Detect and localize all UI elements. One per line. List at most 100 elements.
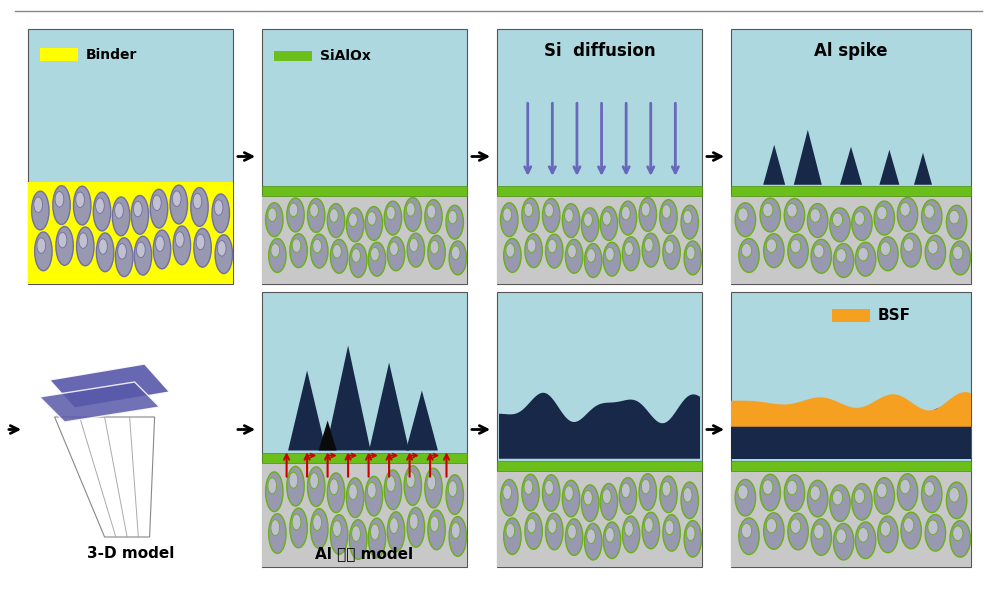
Ellipse shape (521, 474, 539, 511)
Ellipse shape (808, 480, 828, 517)
Ellipse shape (96, 198, 105, 213)
Ellipse shape (600, 484, 617, 520)
Ellipse shape (500, 203, 518, 237)
Bar (731, 471, 971, 567)
Ellipse shape (854, 211, 864, 225)
Ellipse shape (600, 207, 617, 240)
Ellipse shape (175, 231, 184, 247)
Ellipse shape (642, 233, 660, 267)
Ellipse shape (858, 247, 868, 261)
Text: 3-D model: 3-D model (87, 546, 174, 561)
Ellipse shape (764, 234, 784, 267)
Ellipse shape (290, 234, 307, 267)
Ellipse shape (832, 491, 842, 505)
Ellipse shape (327, 204, 345, 237)
Ellipse shape (368, 211, 376, 225)
Ellipse shape (505, 524, 514, 538)
Ellipse shape (116, 238, 133, 277)
Ellipse shape (619, 201, 637, 235)
Text: SiAlOx: SiAlOx (320, 49, 371, 63)
Ellipse shape (605, 528, 614, 542)
Polygon shape (879, 150, 899, 185)
Ellipse shape (946, 482, 967, 519)
Bar (262, 29, 467, 284)
Ellipse shape (524, 480, 532, 494)
Ellipse shape (787, 204, 798, 217)
Ellipse shape (949, 488, 959, 502)
Ellipse shape (118, 244, 127, 259)
Ellipse shape (271, 244, 279, 257)
Ellipse shape (115, 203, 124, 219)
Ellipse shape (684, 521, 702, 557)
Ellipse shape (407, 508, 425, 547)
Ellipse shape (583, 213, 592, 227)
Ellipse shape (812, 239, 831, 273)
Ellipse shape (346, 208, 364, 242)
Ellipse shape (565, 519, 583, 555)
Ellipse shape (763, 203, 773, 217)
Bar (28, 292, 233, 567)
Ellipse shape (562, 204, 579, 237)
Ellipse shape (785, 475, 805, 511)
Ellipse shape (113, 197, 130, 236)
Ellipse shape (287, 198, 304, 232)
Ellipse shape (500, 479, 518, 516)
Polygon shape (763, 145, 786, 185)
Ellipse shape (876, 483, 887, 498)
Ellipse shape (684, 241, 702, 275)
Ellipse shape (877, 516, 898, 552)
Ellipse shape (925, 236, 945, 269)
Bar (731, 431, 971, 459)
Ellipse shape (874, 478, 894, 514)
Ellipse shape (214, 200, 223, 216)
Ellipse shape (639, 474, 656, 510)
Ellipse shape (900, 479, 910, 494)
Ellipse shape (333, 521, 341, 537)
Ellipse shape (503, 239, 521, 272)
Ellipse shape (622, 237, 640, 271)
Bar (497, 461, 702, 471)
Polygon shape (326, 346, 371, 451)
Ellipse shape (874, 201, 894, 235)
Polygon shape (40, 382, 160, 422)
Ellipse shape (851, 207, 872, 240)
Ellipse shape (349, 484, 357, 499)
Ellipse shape (544, 480, 553, 495)
Polygon shape (406, 391, 438, 451)
Ellipse shape (446, 475, 464, 514)
Polygon shape (369, 362, 409, 451)
Ellipse shape (735, 479, 756, 516)
Ellipse shape (365, 477, 383, 516)
Polygon shape (731, 392, 971, 427)
Ellipse shape (742, 244, 752, 257)
Ellipse shape (953, 246, 963, 260)
Ellipse shape (925, 515, 945, 551)
Bar (497, 195, 702, 284)
Ellipse shape (333, 244, 341, 258)
Ellipse shape (387, 476, 395, 492)
Bar (497, 186, 702, 196)
Ellipse shape (738, 485, 748, 499)
Ellipse shape (739, 239, 759, 272)
Ellipse shape (644, 518, 653, 532)
Ellipse shape (268, 514, 286, 554)
Ellipse shape (287, 466, 304, 506)
Ellipse shape (641, 479, 650, 494)
Polygon shape (50, 364, 169, 408)
Ellipse shape (830, 485, 850, 521)
Ellipse shape (791, 519, 801, 534)
Ellipse shape (55, 191, 64, 207)
Ellipse shape (851, 484, 872, 520)
Bar (274, 51, 312, 61)
Ellipse shape (74, 186, 91, 225)
Ellipse shape (94, 192, 111, 231)
Ellipse shape (586, 249, 595, 262)
Bar (262, 292, 467, 567)
Ellipse shape (814, 244, 824, 258)
Ellipse shape (387, 512, 405, 551)
Ellipse shape (808, 204, 828, 237)
Ellipse shape (641, 203, 650, 216)
Bar (497, 292, 702, 567)
Ellipse shape (407, 472, 415, 488)
Ellipse shape (310, 204, 318, 217)
